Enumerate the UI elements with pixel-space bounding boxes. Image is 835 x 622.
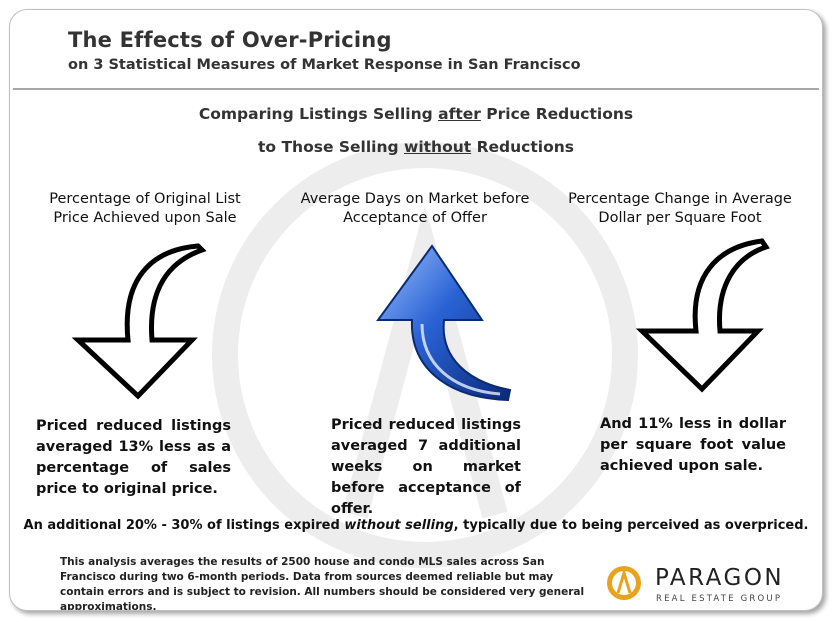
paragon-logo-icon <box>607 566 641 600</box>
column-heading-list-price: Percentage of Original List Price Achiev… <box>49 191 241 226</box>
logo-tagline: REAL ESTATE GROUP <box>656 594 783 604</box>
down-arrow-outline-icon <box>635 238 770 393</box>
infographic-card: The Effects of Over-Pricing on 3 Statist… <box>9 9 823 611</box>
column-heading-dollar-per-sqft: Percentage Change in Average Dollar per … <box>568 191 792 226</box>
comparison-line-2: to Those Selling without Reductions <box>258 138 574 156</box>
column-text-dollar-per-sqft: And 11% less in dollar per square foot v… <box>600 416 786 474</box>
expired-listings-note: An additional 20% - 30% of listings expi… <box>23 518 809 533</box>
up-arrow-blue-icon <box>376 244 512 402</box>
logo-name: PARAGON <box>655 565 785 591</box>
page-subtitle: on 3 Statistical Measures of Market Resp… <box>68 57 581 73</box>
page-title: The Effects of Over-Pricing <box>68 28 392 52</box>
header-divider <box>13 88 819 90</box>
footnote: This analysis averages the results of 25… <box>60 556 585 611</box>
column-text-list-price: Priced reduced listings averaged 13% les… <box>36 418 231 497</box>
column-text-days-on-market: Priced reduced listings averaged 7 addit… <box>331 417 521 517</box>
comparison-line-1: Comparing Listings Selling after Price R… <box>198 105 634 123</box>
down-arrow-outline-icon <box>71 243 207 400</box>
column-heading-days-on-market: Average Days on Market before Acceptance… <box>300 191 530 226</box>
